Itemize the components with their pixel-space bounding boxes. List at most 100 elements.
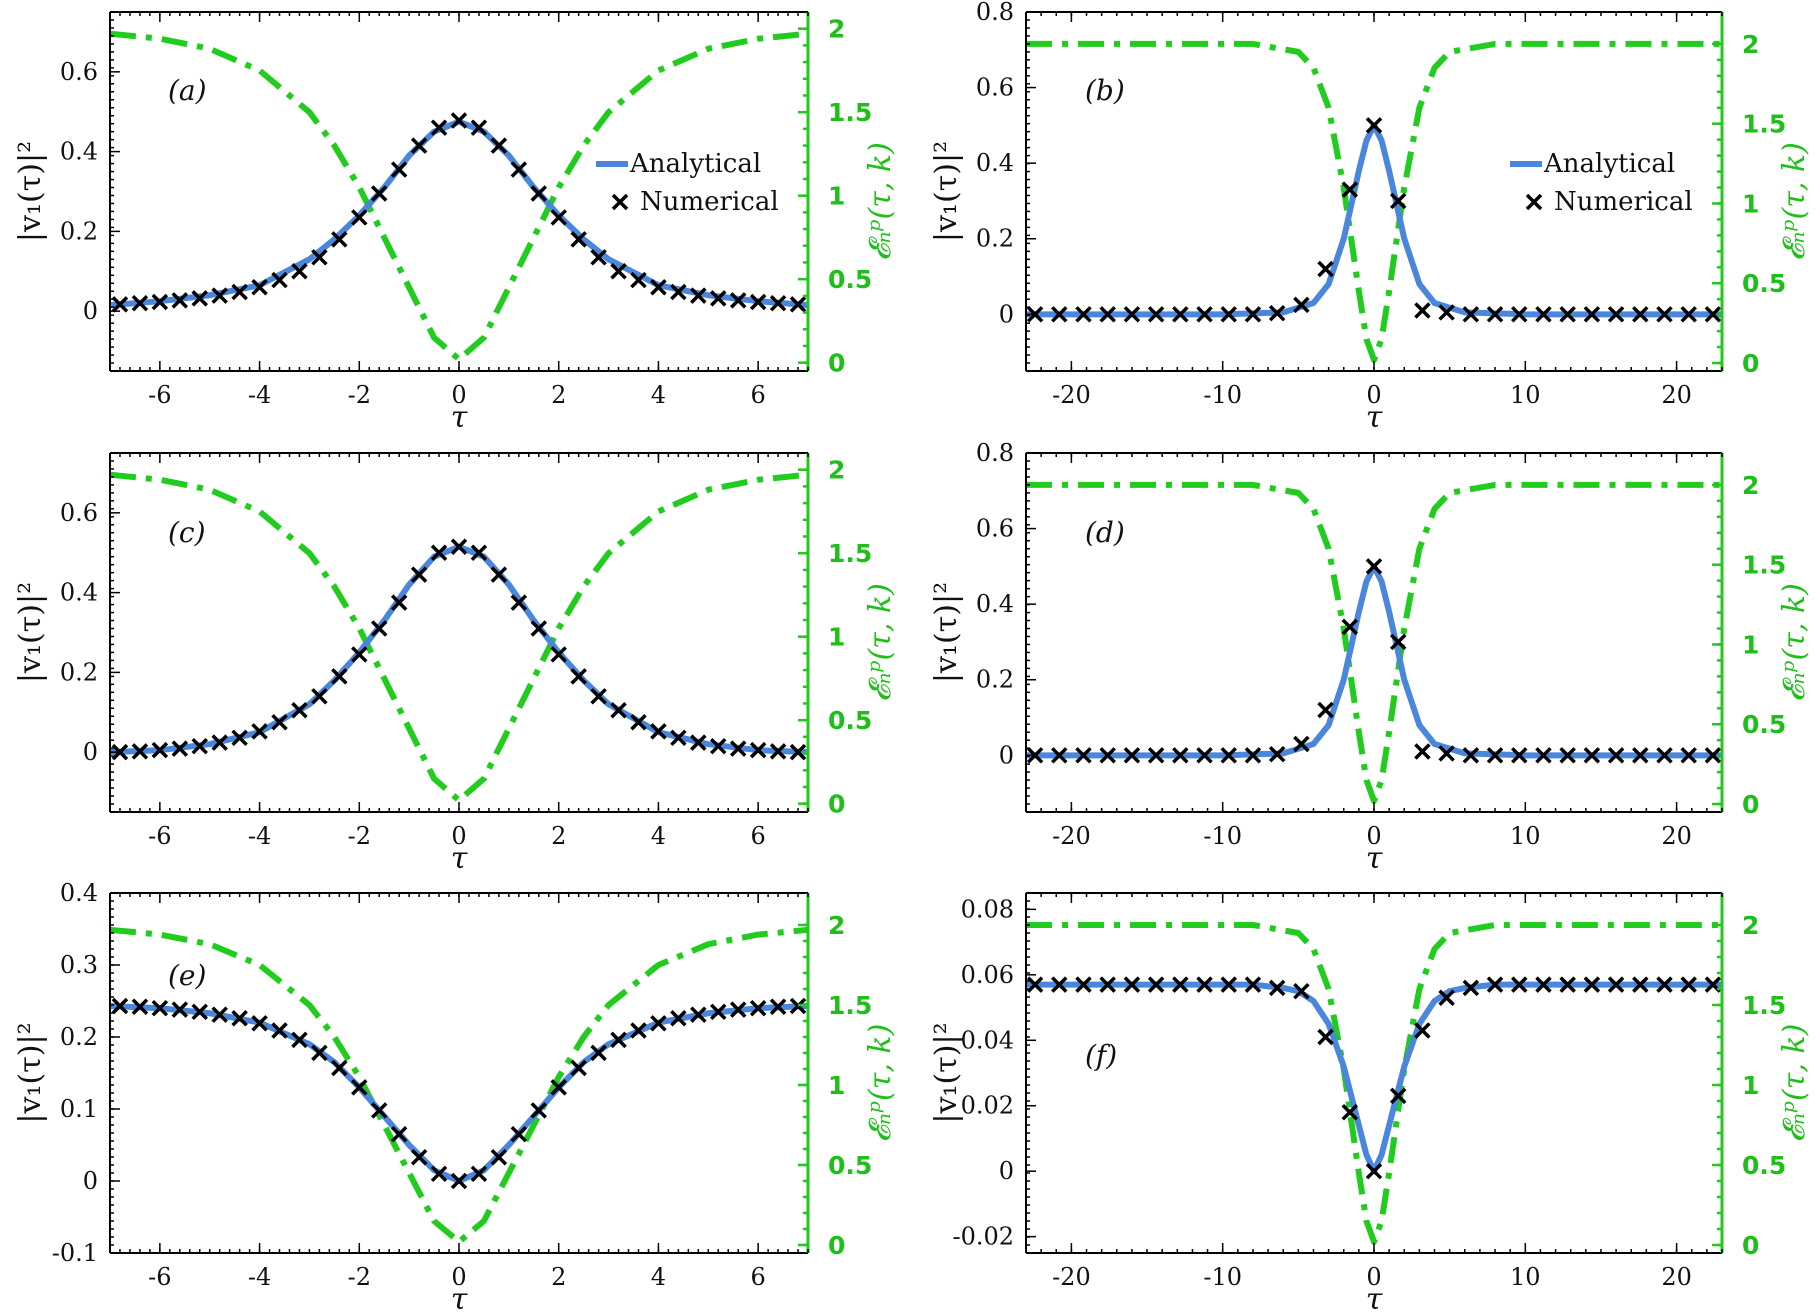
numerical-point [1486,976,1504,993]
panel-label: (c) [168,516,206,549]
y-tick-label: 0.2 [976,225,1014,253]
numerical-point [1341,618,1359,636]
numerical-point [1607,306,1625,323]
numerical-point [590,688,607,705]
numerical-point [211,1006,228,1023]
x-tick-label: 6 [751,822,766,850]
numerical-point [1365,117,1383,134]
y2-tick-label: 2 [828,911,845,940]
numerical-point [1414,302,1431,319]
numerical-point [370,620,388,637]
y-tick-label: 0 [83,738,98,766]
numerical-point [291,1031,308,1049]
x-tick-label: 0 [1366,1263,1381,1291]
numerical-point [1196,306,1213,323]
numerical-point [530,620,548,637]
numerical-point [570,668,587,685]
legend-label-numerical: Numerical [1554,187,1693,217]
numerical-point [251,723,268,740]
x-tick-label: 2 [551,381,566,409]
numerical-point [251,1015,268,1032]
y2-axis-title: 𝓔ₙᵖ(τ, k) [863,1024,898,1143]
numerical-point [1438,304,1455,321]
numerical-point [1268,745,1286,763]
y-tick-label: 0.3 [60,951,98,979]
x-tick-label: -2 [348,381,371,409]
y-tick-label: 0.2 [976,666,1014,694]
numerical-point [191,1003,208,1021]
numerical-point [470,1165,488,1183]
numerical-point [430,119,448,136]
numerical-point [1147,747,1165,764]
x-tick-label: 0 [451,1263,466,1291]
y2-tick-label: 0 [1742,790,1759,819]
numerical-point [530,1102,548,1119]
numerical-point [610,702,627,719]
x-tick-label: 20 [1661,1263,1692,1291]
x-tick-label: 20 [1661,381,1692,409]
numerical-point [390,1125,408,1143]
y2-tick-label: 1 [1742,1071,1759,1100]
numerical-point [1244,976,1262,993]
numerical-point [331,1059,348,1077]
y-tick-label: 0.2 [60,1023,98,1051]
numerical-point [1583,747,1601,764]
numerical-point [231,283,248,301]
x-tick-label: 4 [651,381,666,409]
x-tick-label: 6 [751,1263,766,1291]
y2-tick-label: 1.5 [828,991,872,1020]
numerical-point [311,688,328,705]
x-tick-label: -6 [148,822,171,850]
numerical-point [729,1001,747,1018]
y2-tick-label: 0 [1742,1231,1759,1260]
numerical-point [690,1006,707,1023]
plot-area [110,471,808,804]
numerical-point [410,137,428,154]
numerical-point [690,287,707,304]
numerical-point [1680,976,1697,993]
y-tick-label: 0.4 [60,879,98,907]
numerical-point [1268,979,1286,997]
x-tick-label: 4 [651,1263,666,1291]
numerical-point [370,185,388,202]
numerical-point [510,1125,528,1143]
x-tick-label: -4 [248,822,271,850]
numerical-point [1075,976,1092,993]
numerical-point [1414,1022,1431,1039]
numerical-point [710,737,727,755]
x-tick-label: -20 [1052,1263,1091,1291]
numerical-point [450,1172,468,1190]
panel-f: -20 -10 0 10 20-0.0200.020.040.060.080.511.5… [929,892,1812,1314]
y-tick-label: 0 [83,297,98,325]
numerical-point [550,646,567,663]
y-axis-title: |v₁(τ)|² [929,1022,964,1123]
numerical-point [1123,306,1141,323]
numerical-point [131,294,149,312]
x-tick-label: -4 [248,1263,271,1291]
numerical-point [1389,1087,1407,1105]
numerical-point [1559,306,1576,323]
numerical-point [1462,979,1480,997]
numerical-point [1075,306,1092,323]
y2-tick-label: 1 [1742,630,1759,659]
numerical-point [490,137,508,154]
numerical-point [610,1031,627,1049]
x-tick-label: -10 [1203,1263,1242,1291]
legend-label-analytical: Analytical [629,149,761,179]
numerical-point [1559,747,1576,764]
numerical-point [1607,747,1625,764]
numerical-point [291,263,308,280]
y2-axis-title: 𝓔ₙᵖ(τ, k) [1777,1024,1812,1143]
y-axis-title: |v₁(τ)|² [929,582,964,683]
numerical-point [1535,976,1552,993]
y-tick-label: 0 [999,300,1014,328]
numerical-point [749,999,767,1017]
numerical-point [1511,747,1528,764]
numerical-point [1293,735,1310,753]
y-tick-label: 0.04 [961,1026,1014,1054]
numerical-point [1220,306,1237,323]
numerical-point [490,566,508,583]
numerical-point [410,566,428,583]
x-axis-title: τ [451,400,468,435]
numerical-point [710,1003,727,1021]
